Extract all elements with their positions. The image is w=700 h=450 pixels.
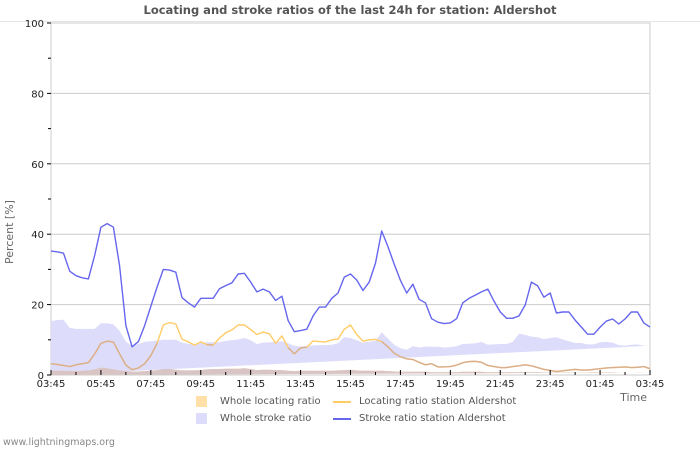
whole-stroke-swatch-icon: [196, 413, 207, 424]
x-tick-label: 07:45: [136, 379, 165, 390]
y-tick-label: 20: [31, 301, 44, 312]
axes: 0 20 40 60 80 100 03:45 05:45 07:45 09:45 11:45 13:…: [25, 19, 665, 390]
area-whole-stroke-ratio: [51, 319, 650, 375]
gridlines: [50, 22, 651, 376]
x-tick-label: 09:45: [186, 379, 215, 390]
x-tick-label: 21:45: [486, 379, 515, 390]
legend-item-stroke-station: Stroke ratio station Aldershot: [333, 413, 506, 424]
y-tick-label: 40: [31, 230, 44, 241]
x-tick-label: 19:45: [436, 379, 465, 390]
x-tick-label: 03:45: [37, 379, 66, 390]
whole-locating-swatch-icon: [196, 396, 207, 407]
chart-title: Locating and stroke ratios of the last 2…: [143, 3, 557, 17]
legend-item-whole-stroke: Whole stroke ratio: [196, 413, 311, 424]
title-divider: [0, 21, 700, 22]
x-tick-label: 13:45: [286, 379, 315, 390]
y-tick-label: 60: [31, 160, 44, 171]
legend-label: Locating ratio station Aldershot: [359, 396, 517, 407]
x-tick-label: 15:45: [336, 379, 365, 390]
y-tick-label: 80: [31, 89, 44, 100]
x-tick-label: 23:45: [536, 379, 565, 390]
legend-item-locating-station: Locating ratio station Aldershot: [333, 396, 516, 407]
legend-item-whole-locating: Whole locating ratio: [196, 396, 321, 407]
x-axis-title: Time: [619, 391, 647, 404]
x-tick-label: 05:45: [87, 379, 116, 390]
x-tick-label: 11:45: [236, 379, 265, 390]
stroke-station-line-icon: [333, 417, 351, 420]
legend-label: Whole stroke ratio: [220, 413, 312, 424]
y-tick-label: 100: [25, 19, 44, 30]
x-tick-label: 17:45: [386, 379, 415, 390]
legend-label: Whole locating ratio: [220, 396, 321, 407]
footer-link[interactable]: www.lightningmaps.org: [3, 437, 115, 448]
x-tick-label: 03:45: [636, 379, 665, 390]
y-tick-label: 0: [38, 371, 44, 382]
x-tick-label: 01:45: [586, 379, 615, 390]
locating-station-line-icon: [333, 400, 351, 403]
legend-label: Stroke ratio station Aldershot: [359, 413, 506, 424]
y-axis-title: Percent [%]: [3, 200, 16, 264]
line-stroke-ratio-station-aldershot: [50, 222, 651, 348]
